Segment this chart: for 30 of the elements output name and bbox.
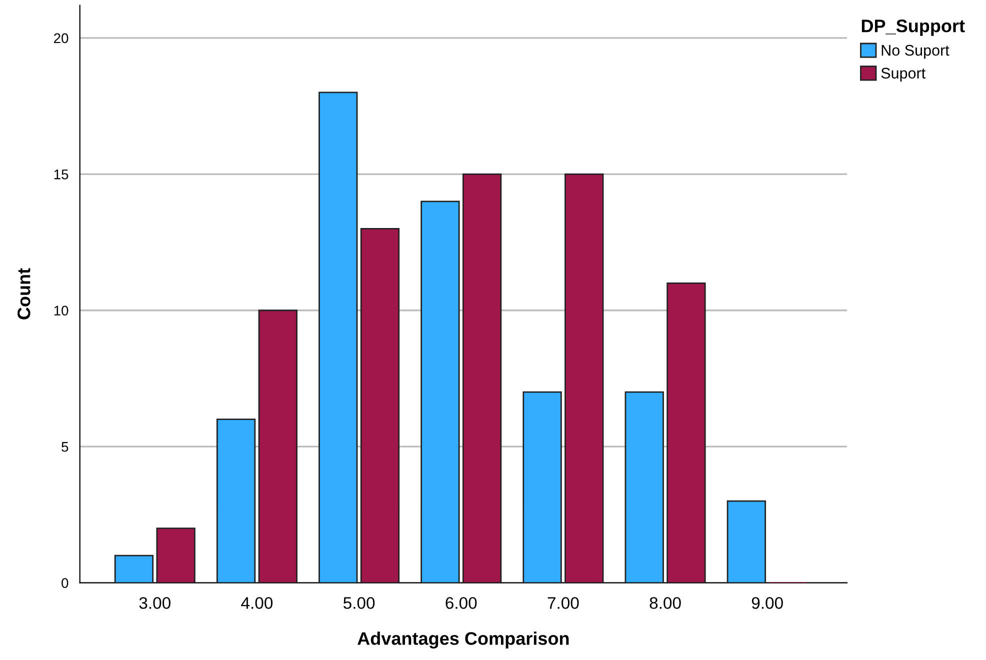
bar	[360, 228, 400, 583]
legend-title: DP_Support	[862, 20, 965, 36]
bar	[666, 282, 706, 583]
bar	[462, 173, 502, 583]
x-axis-title: Advantages Comparison	[358, 632, 569, 649]
x-tick-label: 9.00	[752, 597, 783, 609]
bar	[726, 500, 766, 583]
x-tick-label: 4.00	[241, 597, 273, 609]
y-tick-label: 10	[54, 306, 68, 316]
bar	[156, 528, 196, 583]
legend-label: No Suport	[882, 44, 950, 59]
x-tick-label: 8.00	[650, 597, 681, 609]
bar	[624, 391, 664, 583]
y-axis-title: Count	[18, 268, 30, 320]
y-tick-label: 0	[62, 578, 68, 588]
bar	[564, 173, 604, 583]
x-tick-label: 3.00	[139, 597, 170, 609]
x-tick-label: 6.00	[446, 597, 477, 609]
y-tick-label: 20	[54, 33, 68, 44]
y-tick-label: 15	[54, 170, 68, 180]
bar	[114, 554, 154, 583]
bar	[522, 391, 562, 583]
bar	[216, 418, 256, 583]
bar	[318, 92, 358, 583]
bar	[420, 200, 460, 583]
bar	[258, 310, 298, 583]
x-tick-label: 7.00	[548, 597, 579, 609]
x-tick-label: 5.00	[343, 597, 375, 609]
legend-label: Suport	[881, 68, 926, 82]
y-tick-label: 5	[62, 442, 68, 452]
